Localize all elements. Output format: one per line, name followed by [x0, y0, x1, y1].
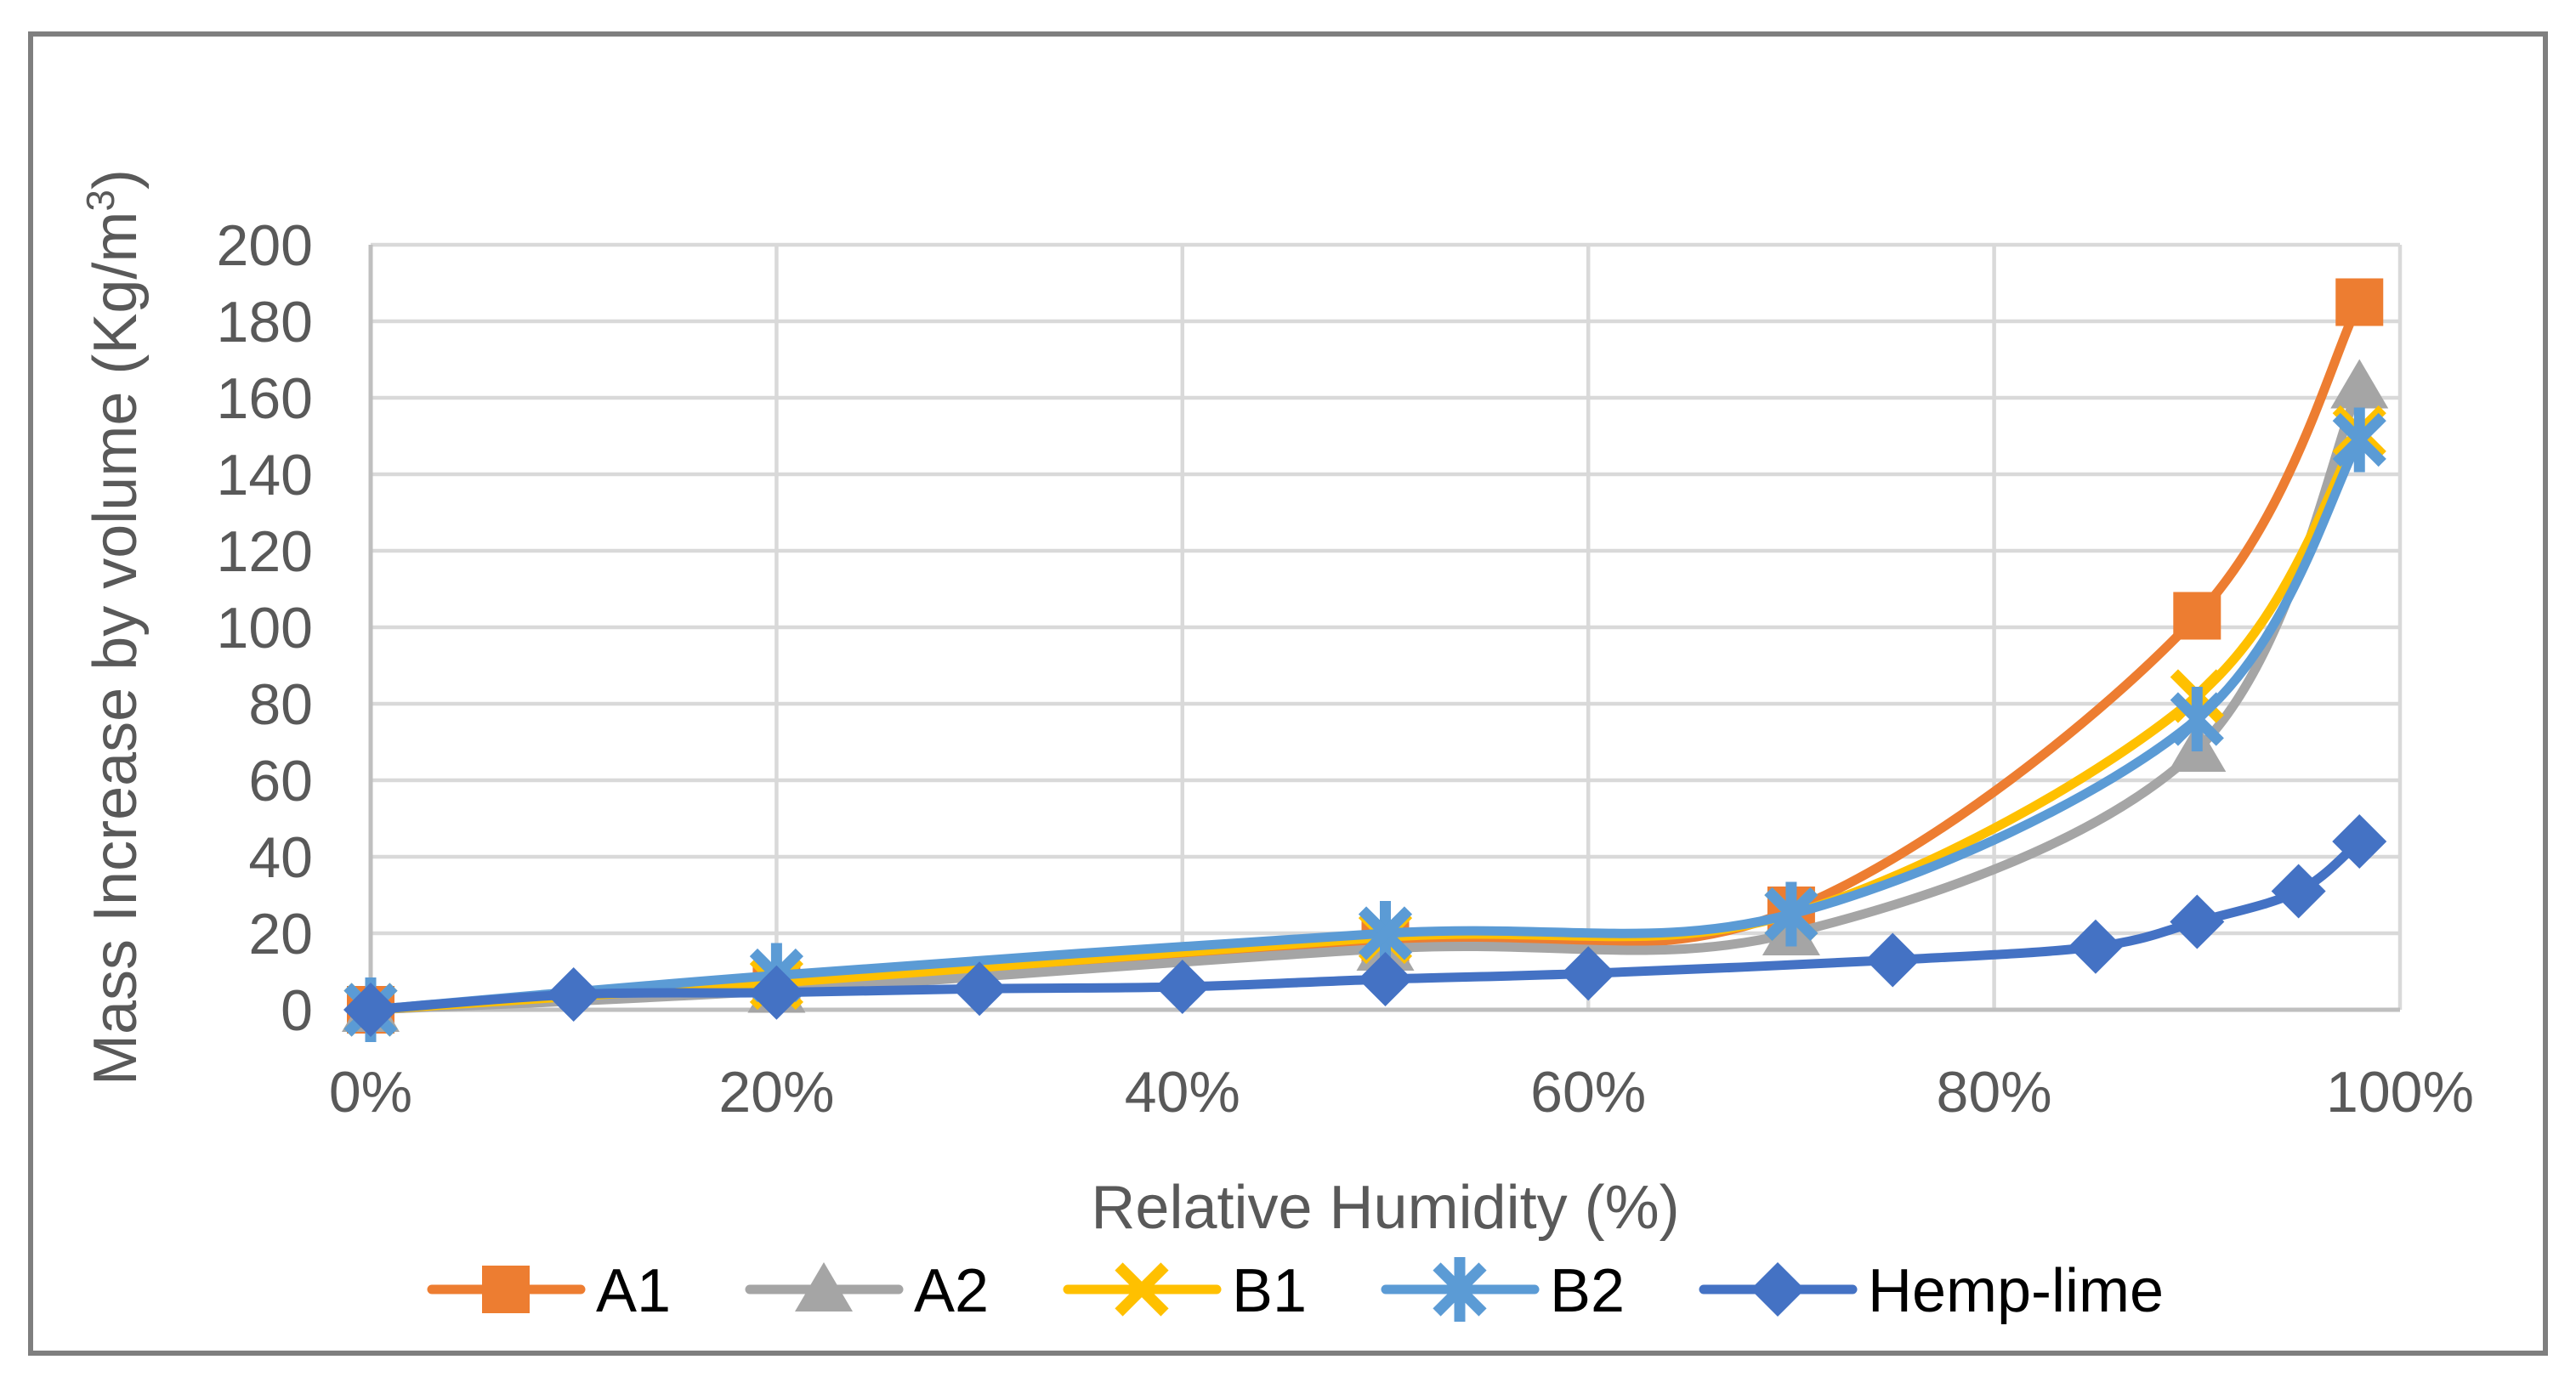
marker-A2-98 [2330, 359, 2389, 409]
x-tick-label-20%: 20% [718, 1060, 834, 1125]
marker-Hemp-lime-40 [1155, 960, 1210, 1014]
legend: A1 A2 B1 B2 Hemp-lime [427, 1257, 2164, 1325]
y-tick-label-180: 180 [217, 290, 313, 354]
y-tick-label-40: 40 [248, 825, 313, 890]
legend-marker-Hemp-lime [1750, 1262, 1805, 1317]
y-axis-title: Mass Increase by volume (Kg/m3) [78, 169, 150, 1085]
y-tick-label-0: 0 [281, 978, 313, 1043]
y-tick-label-140: 140 [217, 443, 313, 507]
legend-marker-B2 [1433, 1257, 1487, 1322]
y-tick-label-100: 100 [217, 596, 313, 660]
marker-Hemp-lime-10 [546, 967, 601, 1022]
y-tick-label-200: 200 [217, 213, 313, 278]
x-axis-title: Relative Humidity (%) [1091, 1174, 1679, 1242]
legend-label-B1: B1 [1232, 1257, 1307, 1325]
marker-B2-70 [1764, 881, 1819, 947]
legend-item-B1: B1 [1063, 1257, 1307, 1325]
figure-border [28, 31, 2548, 1356]
gridlines [371, 242, 2403, 1010]
x-tick-label-40%: 40% [1125, 1060, 1240, 1125]
marker-A1-98 [2335, 278, 2384, 326]
x-tick-label-60%: 60% [1530, 1060, 1646, 1125]
legend-label-A1: A1 [596, 1257, 671, 1325]
y-tick-label-80: 80 [248, 672, 313, 737]
legend-item-A1: A1 [427, 1257, 671, 1325]
y-tick-label-60: 60 [248, 749, 313, 813]
marker-Hemp-lime-30 [952, 961, 1007, 1017]
legend-label-B2: B2 [1550, 1257, 1625, 1325]
marker-Hemp-lime-20 [749, 965, 804, 1020]
legend-item-B2: B2 [1381, 1257, 1625, 1325]
y-tick-label-160: 160 [217, 366, 313, 431]
legend-marker-B1 [1115, 1262, 1169, 1317]
marker-Hemp-lime-60 [1561, 946, 1616, 1001]
y-tick-label-120: 120 [217, 519, 313, 584]
legend-label-A2: A2 [914, 1257, 989, 1325]
marker-Hemp-lime-98 [2332, 814, 2387, 869]
marker-A1-90 [2173, 592, 2221, 640]
legend-marker-A1 [482, 1266, 530, 1313]
legend-label-Hemp-lime: Hemp-lime [1868, 1257, 2164, 1325]
legend-item-Hemp-lime: Hemp-lime [1699, 1257, 2164, 1325]
marker-Hemp-lime-75 [1865, 932, 1921, 988]
series-Hemp-lime [343, 814, 2387, 1037]
legend-item-A2: A2 [745, 1257, 989, 1325]
marker-Hemp-lime-90 [2170, 894, 2225, 949]
marker-Hemp-lime-50 [1358, 952, 1413, 1006]
legend-marker-A2 [795, 1262, 853, 1312]
marker-B2-98 [2332, 407, 2386, 473]
x-tick-label-0%: 0% [329, 1060, 412, 1125]
x-tick-label-80%: 80% [1937, 1060, 2052, 1125]
marker-Hemp-lime-0 [343, 983, 398, 1037]
marker-Hemp-lime-85 [2068, 919, 2123, 974]
x-tick-label-100%: 100% [2326, 1060, 2474, 1125]
marker-B2-90 [2170, 687, 2224, 751]
marker-Hemp-lime-95 [2271, 864, 2326, 919]
series-line-Hemp-lime [366, 836, 2364, 1015]
y-tick-label-20: 20 [248, 902, 313, 966]
